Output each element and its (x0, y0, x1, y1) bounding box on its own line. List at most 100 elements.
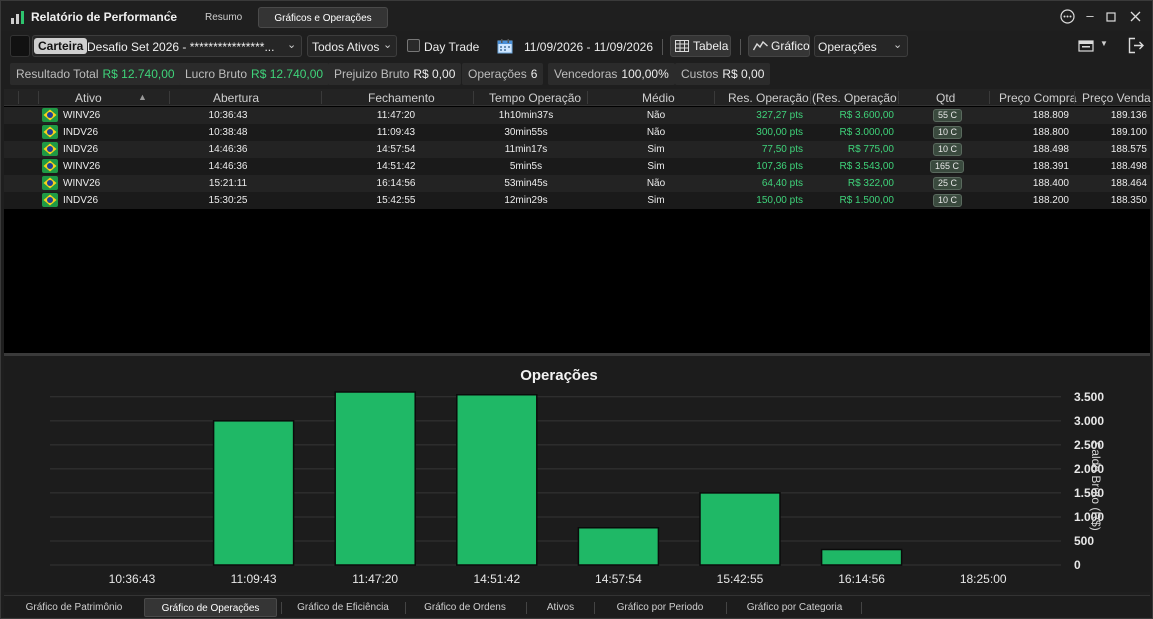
export-icon[interactable] (1078, 39, 1094, 53)
cell-ativo: INDV26 (63, 195, 99, 206)
tab-grafico-ordens[interactable]: Gráfico de Ordens (424, 602, 506, 613)
cell-fechamento: 11:09:43 (376, 127, 416, 138)
qtd-badge: 55 C (933, 109, 963, 122)
chart-bar[interactable] (699, 492, 781, 566)
brazil-flag-icon (42, 176, 58, 190)
assets-filter-value: Todos Ativos (312, 40, 380, 54)
col-qtd[interactable]: Qtd (936, 91, 956, 105)
col-res-operacao-pts[interactable]: Res. Operação ( (728, 91, 817, 105)
col-fechamento[interactable]: Fechamento (368, 91, 435, 105)
chart-view-label: Gráfico (771, 39, 810, 53)
tab-ativos[interactable]: Ativos (546, 602, 575, 613)
chevron-down-icon: ⌄ (287, 39, 297, 51)
maximize-icon[interactable] (1106, 12, 1116, 22)
tab-graficos-operacoes[interactable]: Gráficos e Operações (258, 7, 388, 28)
cell-medio: Não (646, 127, 666, 138)
table-row[interactable]: INDV26 10:38:48 11:09:43 30min55s Não 300,00 … (4, 124, 1150, 141)
chevron-up-icon[interactable]: ⌃ (165, 10, 174, 21)
chevron-down-icon: ⌄ (383, 39, 393, 51)
tab-grafico-eficiencia[interactable]: Gráfico de Eficiência (297, 602, 389, 613)
date-range[interactable]: 11/09/2026 - 11/09/2026 (524, 40, 653, 54)
table-view-button[interactable]: Tabela (670, 35, 731, 57)
y-tick-label: 1.500 (1074, 486, 1104, 500)
cell-tempo: 1h10min37s (498, 110, 554, 121)
table-row[interactable]: WINV26 14:46:36 14:51:42 5min5s Sim 107,36 pt… (4, 158, 1150, 175)
chart-type-value: Operações (818, 40, 877, 54)
chart-view-button[interactable]: Gráfico (748, 35, 810, 57)
tab-grafico-operacoes[interactable]: Gráfico de Operações (144, 598, 277, 617)
caret-down-icon[interactable]: ▼ (1100, 39, 1108, 48)
close-icon[interactable] (1130, 11, 1141, 22)
cell-abertura: 10:38:48 (208, 127, 248, 138)
carteira-badge: Carteira (34, 38, 88, 54)
performance-chart-icon (11, 11, 24, 24)
cell-tempo: 12min29s (504, 195, 548, 206)
operations-table[interactable]: Ativo ▲ Abertura Fechamento Tempo Operaç… (4, 89, 1151, 353)
summary-custos: Custos R$ 0,00 (675, 63, 771, 85)
cell-abertura: 15:21:11 (208, 178, 248, 189)
cell-preco-venda: 188.575 (1110, 144, 1147, 155)
cell-res-rs: R$ 3.600,00 (839, 110, 895, 121)
chart-panel: Operações 0 500 1.000 1.500 2.000 2.500 3.000 3… (4, 356, 1150, 592)
chart-bar[interactable] (577, 527, 660, 566)
cell-res-rs: R$ 775,00 (847, 144, 894, 155)
col-preco-compra[interactable]: Preço Compra (999, 91, 1077, 105)
qtd-badge: 10 C (933, 194, 963, 207)
cell-res-rs: R$ 1.500,00 (839, 195, 895, 206)
panel-splitter[interactable] (4, 353, 1150, 356)
cell-fechamento: 15:42:55 (376, 195, 416, 206)
col-medio[interactable]: Médio (642, 91, 675, 105)
chart-bar[interactable] (334, 391, 416, 566)
cell-fechamento: 16:14:56 (376, 178, 416, 189)
cell-ativo: INDV26 (63, 144, 99, 155)
minimize-icon[interactable]: – (1086, 8, 1094, 23)
table-row[interactable]: INDV26 14:46:36 14:57:54 11min17s Sim 77,50 p… (4, 141, 1150, 158)
cell-preco-compra: 188.800 (1032, 127, 1069, 138)
summary-vencedoras: Vencedoras 100,00% (548, 63, 675, 85)
brazil-flag-icon (42, 108, 58, 122)
x-tick-label: 11:47:20 (352, 572, 398, 586)
col-ativo[interactable]: Ativo (75, 91, 102, 105)
chevron-down-icon: ⌄ (893, 39, 903, 51)
x-tick-label: 14:51:42 (473, 572, 520, 586)
table-row[interactable]: WINV26 10:36:43 11:47:20 1h10min37s Não 327,2… (4, 107, 1150, 124)
chart-title: Operações (520, 367, 598, 384)
y-tick-label: 3.500 (1074, 390, 1104, 404)
cell-preco-compra: 188.498 (1032, 144, 1069, 155)
logout-icon[interactable] (1128, 37, 1145, 54)
more-options-icon[interactable] (1060, 9, 1075, 24)
tab-grafico-patrimonio[interactable]: Gráfico de Patrimônio (25, 602, 123, 613)
col-abertura[interactable]: Abertura (213, 91, 260, 105)
y-tick-label: 1.000 (1074, 510, 1104, 524)
cell-tempo: 30min55s (504, 127, 548, 138)
day-trade-checkbox[interactable] (407, 39, 420, 52)
calendar-icon[interactable] (497, 38, 513, 54)
table-row[interactable]: INDV26 15:30:25 15:42:55 12min29s Sim 150,00 … (4, 192, 1150, 209)
col-preco-venda[interactable]: Preço Venda (1082, 91, 1151, 105)
sort-asc-icon[interactable]: ▲ (138, 92, 147, 102)
toolbar: Carteira Desafio Set 2026 - ************… (1, 33, 1152, 59)
qtd-badge: 10 C (933, 143, 963, 156)
cell-res-pts: 77,50 pts (761, 144, 803, 155)
tab-resumo[interactable]: Resumo (205, 12, 243, 23)
tab-grafico-periodo[interactable]: Gráfico por Periodo (616, 602, 704, 613)
cell-fechamento: 14:57:54 (376, 144, 416, 155)
cell-preco-venda: 188.350 (1110, 195, 1147, 206)
summary-resultado-total: Resultado Total R$ 12.740,00 (10, 63, 181, 85)
chart-type-select[interactable] (814, 35, 908, 57)
col-res-operacao-rs[interactable]: Res. Operação (816, 91, 897, 105)
cell-preco-venda: 188.498 (1110, 161, 1147, 172)
chart-bar[interactable] (456, 393, 538, 566)
tab-grafico-categoria[interactable]: Gráfico por Categoria (746, 602, 843, 613)
cell-fechamento: 14:51:42 (376, 161, 416, 172)
carteira-select[interactable] (32, 35, 302, 57)
cell-medio: Não (646, 110, 666, 121)
col-tempo-operacao[interactable]: Tempo Operação (489, 91, 582, 105)
cell-abertura: 10:36:43 (208, 110, 248, 121)
assets-filter-select[interactable] (307, 35, 397, 57)
y-tick-label: 3.000 (1074, 414, 1104, 428)
table-row[interactable]: WINV26 15:21:11 16:14:56 53min45s Não 64,40 p… (4, 175, 1150, 192)
chart-bar[interactable] (212, 420, 295, 566)
chart-bar[interactable] (820, 548, 903, 566)
cell-preco-compra: 188.391 (1032, 161, 1069, 172)
